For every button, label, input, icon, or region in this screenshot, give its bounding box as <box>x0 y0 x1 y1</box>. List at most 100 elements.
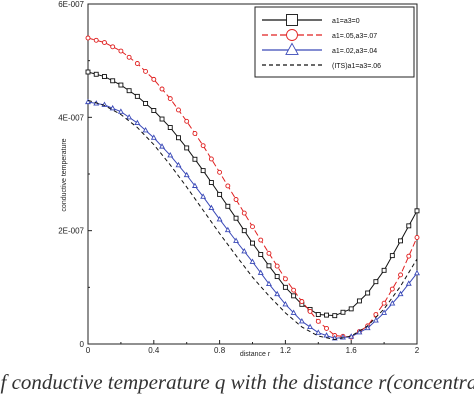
series-line <box>87 71 418 317</box>
square-marker <box>274 274 280 280</box>
square-marker <box>118 82 124 88</box>
square-marker <box>192 156 198 162</box>
triangle-marker <box>364 324 371 331</box>
triangle-marker <box>290 309 297 315</box>
x-axis-label: distance r <box>240 351 271 358</box>
square-marker <box>348 306 354 312</box>
square-marker <box>176 135 181 141</box>
square-marker <box>126 88 132 94</box>
circle-marker <box>233 197 239 202</box>
square-marker <box>389 253 395 259</box>
triangle-marker <box>323 332 330 338</box>
circle-marker <box>324 325 329 331</box>
legend-label: a1=.05,a3=.07 <box>332 33 377 40</box>
square-marker <box>225 203 231 209</box>
triangle-marker <box>200 193 207 199</box>
square-marker <box>110 78 116 84</box>
triangle-marker <box>126 113 133 120</box>
legend: a1=a3=0 a1=.05,a3=.07 a1=.02,a3=.04 (ITS)a1… <box>254 6 415 78</box>
triangle-marker <box>85 98 91 105</box>
circle-marker <box>93 37 99 43</box>
square-marker <box>291 293 297 299</box>
legend-label: a1=.02,a3=.04 <box>332 48 377 55</box>
square-marker <box>340 309 346 315</box>
legend-box <box>254 6 415 78</box>
y-tick-label: 6E-007 <box>58 0 84 9</box>
triangle-marker <box>274 290 281 297</box>
circle-marker <box>315 318 321 324</box>
circle-marker <box>167 96 173 102</box>
square-marker <box>266 263 272 269</box>
square-marker <box>315 312 321 317</box>
square-marker <box>250 240 255 246</box>
circle-marker <box>126 54 132 60</box>
circle-marker <box>85 35 91 41</box>
triangle-marker <box>257 269 264 275</box>
circle-marker <box>282 276 288 282</box>
circle-marker <box>176 107 181 113</box>
square-marker <box>200 168 206 174</box>
circle-marker <box>291 287 297 293</box>
triangle-marker <box>167 151 174 158</box>
x-tick-label: 0.8 <box>214 346 226 355</box>
triangle-marker <box>307 323 314 330</box>
circle-marker <box>373 312 379 317</box>
circle-marker <box>110 44 116 50</box>
series-line <box>87 99 418 340</box>
circle-marker <box>274 263 280 269</box>
square-marker <box>184 145 190 151</box>
square-marker <box>208 180 214 185</box>
circle-marker <box>184 118 190 124</box>
square-marker <box>151 108 157 113</box>
y-axis: 0 2E-007 4E-007 6E-007 <box>58 0 92 349</box>
x-tick-label: 0 <box>86 346 91 355</box>
triangle-marker <box>315 329 322 335</box>
x-tick-label: 1.6 <box>346 346 358 355</box>
triangle-marker <box>397 290 404 297</box>
triangle-marker <box>117 108 124 114</box>
square-marker <box>398 238 403 244</box>
square-marker <box>143 100 149 106</box>
series-line <box>87 101 418 339</box>
circle-marker <box>192 131 198 136</box>
circle-marker <box>101 40 107 45</box>
triangle-marker <box>134 119 141 126</box>
square-marker <box>93 71 99 77</box>
square-marker <box>134 93 140 99</box>
circle-marker <box>389 286 395 292</box>
square-marker <box>332 313 338 319</box>
triangle-marker <box>414 269 420 276</box>
triangle-marker <box>183 171 190 178</box>
y-tick-label: 0 <box>80 340 85 349</box>
series-4 <box>87 99 418 340</box>
square-marker <box>406 223 412 229</box>
x-tick-label: 1.2 <box>280 346 292 355</box>
square-marker <box>324 312 329 318</box>
circle-marker <box>118 48 124 54</box>
x-tick-label: 2 <box>415 346 420 355</box>
triangle-marker <box>208 204 215 211</box>
square-marker <box>233 215 239 221</box>
triangle-marker <box>249 258 256 264</box>
triangle-marker <box>381 309 388 315</box>
triangle-marker <box>285 42 299 55</box>
y-axis-label: conductive temperature <box>61 138 68 211</box>
square-marker <box>217 191 223 197</box>
square-marker <box>167 125 173 130</box>
circle-marker <box>200 143 206 149</box>
circle-marker <box>159 86 165 92</box>
square-marker <box>381 267 387 273</box>
circle-marker <box>286 29 298 41</box>
triangle-marker <box>150 134 157 140</box>
circle-marker <box>250 224 255 230</box>
circle-marker <box>406 253 412 259</box>
triangle-marker <box>405 280 412 286</box>
circle-marker <box>266 250 272 256</box>
y-tick-label: 4E-007 <box>58 113 84 122</box>
square-marker <box>101 74 107 79</box>
triangle-marker <box>233 237 240 243</box>
circle-marker <box>241 210 247 216</box>
circle-marker <box>143 68 149 74</box>
square-marker <box>282 284 288 290</box>
